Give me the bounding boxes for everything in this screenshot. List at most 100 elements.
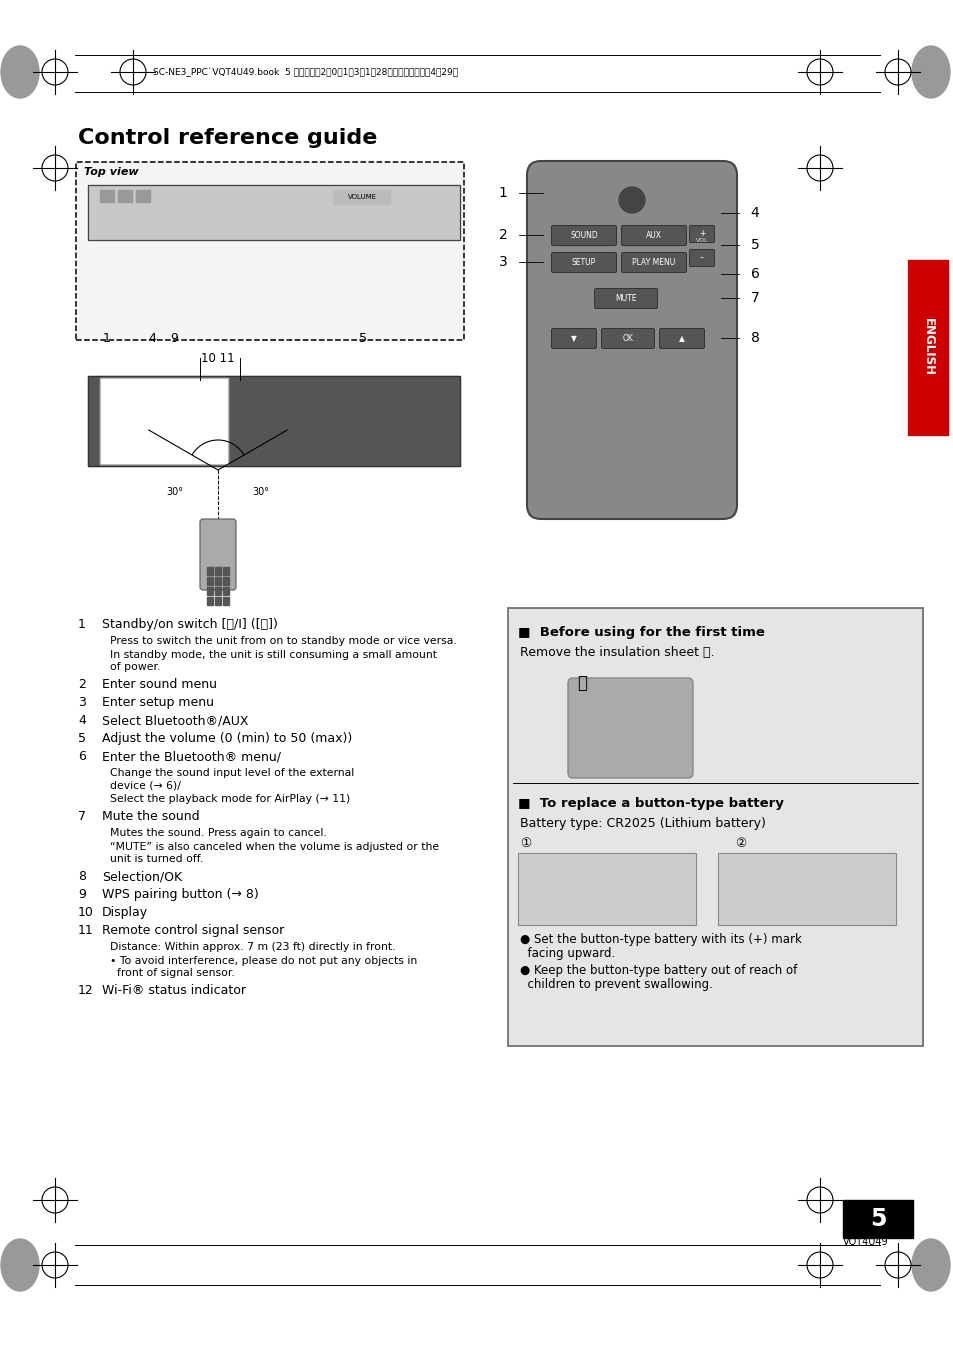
Bar	[333, 190, 390, 204]
Text: In standby mode, the unit is still consuming a small amount: In standby mode, the unit is still consu…	[110, 650, 436, 661]
FancyBboxPatch shape	[659, 329, 703, 349]
Text: Enter sound menu: Enter sound menu	[102, 678, 216, 692]
Text: 4: 4	[750, 206, 759, 220]
Text: 12: 12	[78, 984, 93, 998]
FancyBboxPatch shape	[200, 519, 235, 590]
Text: Selection/OK: Selection/OK	[102, 869, 182, 883]
Bar	[517, 853, 696, 925]
Text: –: –	[700, 253, 703, 263]
Bar	[214, 597, 221, 605]
Text: AUX: AUX	[645, 231, 661, 240]
Text: 4: 4	[78, 714, 86, 727]
Text: VOLUME: VOLUME	[347, 194, 376, 200]
Text: 10 11: 10 11	[201, 352, 234, 364]
Text: WPS pairing button (→ 8): WPS pairing button (→ 8)	[102, 888, 258, 900]
FancyBboxPatch shape	[551, 225, 616, 245]
Text: 2: 2	[78, 678, 86, 692]
Bar	[223, 586, 229, 594]
Text: 30°: 30°	[253, 487, 269, 497]
Text: Enter setup menu: Enter setup menu	[102, 696, 213, 709]
Text: 1: 1	[498, 186, 507, 200]
Text: children to prevent swallowing.: children to prevent swallowing.	[519, 979, 712, 991]
Ellipse shape	[1, 46, 39, 98]
Ellipse shape	[1, 1239, 39, 1291]
Text: 10: 10	[78, 906, 93, 919]
Text: SC-NE3_PPC`VQT4U49.book  5 ページ　コ2　0　1　3年1月28日　月曜日　午後4時29分: SC-NE3_PPC`VQT4U49.book 5 ページ コ2 0 1 3年1…	[152, 67, 457, 77]
Text: 6: 6	[750, 267, 759, 280]
Bar	[207, 586, 213, 594]
FancyBboxPatch shape	[76, 162, 463, 340]
FancyBboxPatch shape	[567, 678, 692, 778]
Circle shape	[618, 187, 644, 213]
Text: Ⓐ: Ⓐ	[577, 674, 586, 692]
Bar	[118, 190, 132, 202]
Text: ①: ①	[519, 837, 531, 851]
Text: 7: 7	[750, 291, 759, 305]
Text: ■  Before using for the first time: ■ Before using for the first time	[517, 625, 764, 639]
Bar	[214, 586, 221, 594]
Text: Remote control signal sensor: Remote control signal sensor	[102, 923, 284, 937]
Bar	[207, 568, 213, 576]
Text: OK: OK	[622, 334, 633, 342]
Text: Control reference guide: Control reference guide	[78, 128, 377, 148]
Bar	[214, 577, 221, 585]
Text: Adjust the volume (0 (min) to 50 (max)): Adjust the volume (0 (min) to 50 (max))	[102, 732, 352, 745]
Text: 5: 5	[358, 332, 367, 345]
Text: front of signal sensor.: front of signal sensor.	[110, 968, 234, 979]
Text: SETUP: SETUP	[571, 257, 596, 267]
Text: +: +	[699, 229, 704, 239]
Text: 30°: 30°	[167, 487, 183, 497]
Text: Wi-Fi® status indicator: Wi-Fi® status indicator	[102, 984, 246, 998]
Text: 1: 1	[103, 332, 111, 345]
Bar	[88, 376, 459, 466]
Text: • To avoid interference, please do not put any objects in: • To avoid interference, please do not p…	[110, 956, 416, 967]
Bar	[214, 568, 221, 576]
Text: Top view: Top view	[84, 167, 138, 177]
Text: ● Set the button-type battery with its (+) mark: ● Set the button-type battery with its (…	[519, 933, 801, 946]
Text: 5: 5	[78, 732, 86, 745]
Bar	[100, 190, 113, 202]
Bar	[100, 377, 228, 464]
Text: ENGLISH: ENGLISH	[921, 318, 934, 376]
Text: VOL: VOL	[695, 237, 707, 243]
Text: 8: 8	[78, 869, 86, 883]
Text: 6: 6	[78, 749, 86, 763]
FancyBboxPatch shape	[620, 225, 686, 245]
Text: 9: 9	[78, 888, 86, 900]
Bar	[207, 597, 213, 605]
Text: 8: 8	[750, 332, 759, 345]
FancyBboxPatch shape	[689, 225, 714, 243]
Text: 12: 12	[102, 414, 117, 426]
Bar	[88, 376, 459, 466]
FancyBboxPatch shape	[601, 329, 654, 349]
Text: 4: 4	[148, 332, 155, 345]
FancyBboxPatch shape	[551, 252, 616, 272]
Text: SOUND: SOUND	[570, 231, 598, 240]
Text: of power.: of power.	[110, 662, 160, 673]
Text: 3: 3	[498, 255, 507, 270]
Text: Press to switch the unit from on to standby mode or vice versa.: Press to switch the unit from on to stan…	[110, 636, 456, 646]
Bar	[718, 853, 895, 925]
Text: 2: 2	[498, 228, 507, 243]
Bar	[88, 185, 459, 240]
Bar	[136, 190, 150, 202]
Text: device (→ 6)/: device (→ 6)/	[110, 780, 181, 790]
Bar	[842, 1200, 912, 1237]
Text: 3: 3	[78, 696, 86, 709]
Text: ②: ②	[734, 837, 745, 851]
Text: ■  To replace a button-type battery: ■ To replace a button-type battery	[517, 797, 783, 810]
Ellipse shape	[911, 1239, 949, 1291]
Ellipse shape	[911, 46, 949, 98]
FancyBboxPatch shape	[526, 160, 737, 519]
Text: Remove the insulation sheet Ⓐ.: Remove the insulation sheet Ⓐ.	[519, 646, 714, 659]
Text: Select the playback mode for AirPlay (→ 11): Select the playback mode for AirPlay (→ …	[110, 794, 350, 803]
Text: ▼: ▼	[571, 334, 577, 342]
Text: Battery type: CR2025 (Lithium battery): Battery type: CR2025 (Lithium battery)	[519, 817, 765, 830]
Text: Select Bluetooth®/AUX: Select Bluetooth®/AUX	[102, 714, 248, 727]
Text: ● Keep the button-type battery out of reach of: ● Keep the button-type battery out of re…	[519, 964, 797, 977]
Text: PLAY MENU: PLAY MENU	[632, 257, 675, 267]
Text: 7: 7	[78, 810, 86, 824]
Text: Mute the sound: Mute the sound	[102, 810, 199, 824]
Text: facing upward.: facing upward.	[519, 948, 615, 960]
Bar	[100, 377, 228, 464]
